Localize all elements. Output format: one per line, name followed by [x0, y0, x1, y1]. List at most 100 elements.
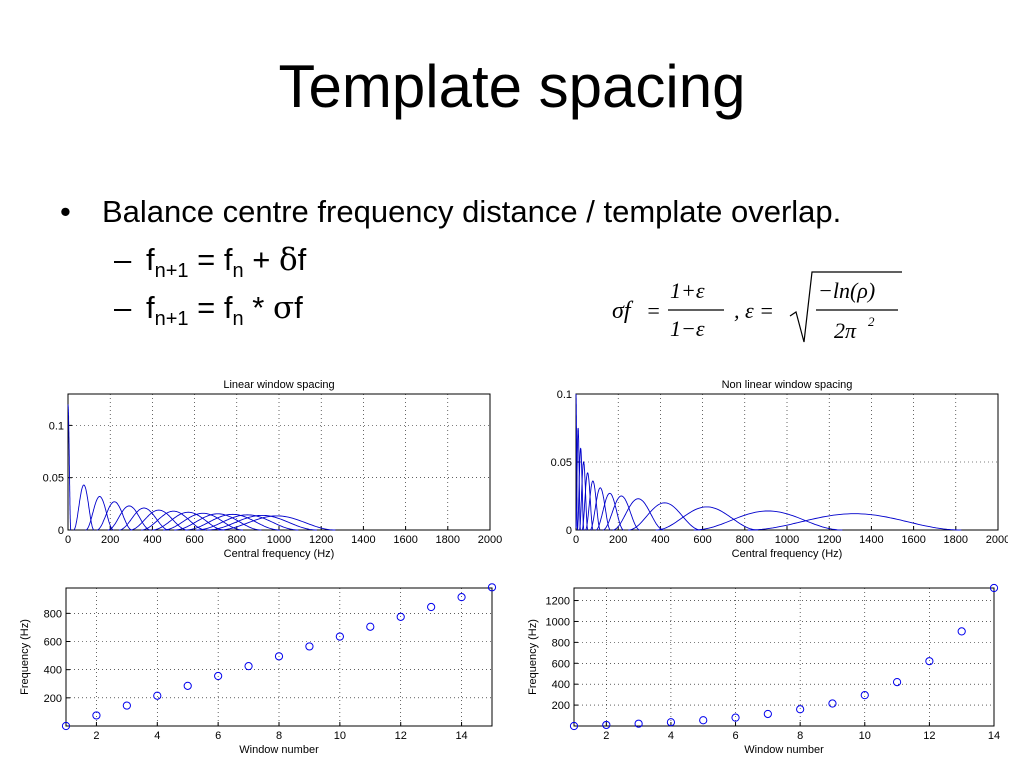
data-point — [602, 720, 611, 730]
x-tick-label: 600 — [185, 534, 203, 546]
data-point — [214, 671, 223, 681]
x-tick-label: 1200 — [817, 534, 841, 546]
sub-bullet-multiplicative: – fn+1 = fn * σf — [114, 288, 303, 339]
bullet-item: • Balance centre frequency distance / tem… — [60, 192, 841, 232]
data-point — [860, 691, 869, 700]
window-curve — [163, 512, 243, 531]
chart-title: Non linear window spacing — [722, 379, 853, 391]
formula-exp: 2 — [868, 314, 875, 329]
y-tick-label: 1200 — [546, 596, 570, 608]
x-tick-label: 8 — [797, 730, 803, 742]
y-tick-label: 0.05 — [551, 457, 572, 469]
window-curve — [576, 447, 585, 531]
y-tick-label: 400 — [44, 665, 62, 677]
data-point — [763, 709, 772, 719]
y-tick-label: 0 — [566, 525, 572, 537]
x-tick-label: 14 — [988, 730, 1000, 742]
formula-sep: , ε = — [734, 298, 774, 323]
y-axis-label: Frequency (Hz) — [527, 619, 539, 695]
formula-den1: 1−ε — [670, 316, 705, 341]
formula-den2: 2π — [834, 318, 857, 343]
linear-frequency-scatter: 2 4 6 8 10 12 14 200 400 600 800 Window number Frequ… — [19, 583, 497, 756]
x-axis-label: Window number — [744, 744, 824, 756]
x-axis-label: Central frequency (Hz) — [224, 548, 335, 560]
window-curve — [152, 511, 225, 531]
window-curve — [693, 510, 843, 531]
window-curve — [73, 484, 95, 531]
x-tick-label: 8 — [276, 730, 282, 742]
window-curve — [585, 480, 601, 531]
epsilon-formula: σf = 1+ε 1−ε , ε = −ln(ρ) 2π 2 — [612, 271, 902, 343]
x-tick-label: 600 — [693, 534, 711, 546]
x-tick-label: 6 — [732, 730, 738, 742]
formula-num2: −ln(ρ) — [818, 278, 875, 303]
data-point — [634, 719, 643, 728]
x-tick-label: 4 — [668, 730, 674, 742]
window-curve — [185, 513, 280, 531]
x-tick-label: 200 — [101, 534, 119, 546]
sub2-eq: = f — [188, 290, 233, 325]
sub2-subscript-a: n+1 — [154, 308, 189, 331]
data-point — [828, 699, 837, 708]
y-tick-label: 200 — [552, 700, 570, 712]
y-tick-label: 400 — [552, 679, 570, 691]
window-curve — [107, 505, 151, 531]
y-tick-label: 800 — [44, 608, 62, 620]
x-tick-label: 0 — [65, 534, 71, 546]
window-curve — [602, 495, 640, 531]
window-curve — [118, 507, 170, 531]
window-curve — [96, 501, 133, 531]
y-tick-label: 800 — [552, 637, 570, 649]
window-curve — [747, 513, 962, 531]
data-point — [796, 705, 805, 714]
data-point — [366, 622, 375, 631]
window-curve — [85, 496, 114, 531]
x-tick-label: 6 — [215, 730, 221, 742]
y-tick-label: 0.05 — [43, 473, 64, 485]
window-curve — [174, 513, 262, 531]
x-axis-label: Window number — [239, 744, 319, 756]
data-point — [305, 642, 314, 651]
x-tick-label: 200 — [609, 534, 627, 546]
data-point — [244, 662, 253, 671]
x-tick-label: 1800 — [944, 534, 968, 546]
x-tick-label: 1000 — [267, 534, 291, 546]
nonlinear-frequency-scatter: 2 4 6 8 10 12 14 200 400 600 800 1000 1200 Window num… — [527, 583, 1000, 756]
formula-eq-1: = — [646, 298, 661, 323]
x-tick-label: 2000 — [478, 534, 502, 546]
data-point — [457, 593, 466, 602]
data-point — [569, 721, 579, 731]
window-curve — [628, 502, 701, 531]
sub1-op: + — [243, 242, 279, 277]
sub1-f: f — [146, 242, 155, 277]
x-tick-label: 1200 — [309, 534, 333, 546]
y-tick-label: 0.1 — [557, 389, 572, 401]
data-point — [335, 632, 344, 641]
data-point — [153, 691, 162, 700]
y-tick-label: 0 — [58, 525, 64, 537]
bullet-dot-icon: • — [60, 194, 71, 229]
data-point — [183, 681, 192, 690]
sub1-subscript-b: n — [232, 260, 244, 283]
data-point — [487, 583, 497, 592]
linear-spacing-chart: 0 200 400 600 800 1000 1200 1400 1600 1800 2000 0 0.… — [43, 379, 503, 560]
x-tick-label: 12 — [395, 730, 407, 742]
window-curve — [589, 487, 611, 531]
x-tick-label: 10 — [859, 730, 871, 742]
window-curve — [140, 510, 207, 531]
bullet-text: Balance centre frequency distance / temp… — [102, 194, 842, 229]
sub1-subscript-a: n+1 — [154, 260, 189, 283]
data-point — [427, 602, 436, 612]
window-curve — [575, 427, 581, 530]
y-tick-label: 200 — [44, 693, 62, 705]
sqrt-sign — [789, 271, 902, 343]
x-tick-label: 400 — [143, 534, 161, 546]
y-tick-label: 600 — [44, 637, 62, 649]
delta-symbol: δ — [278, 242, 298, 278]
sub2-op: * — [243, 290, 273, 325]
data-point — [699, 716, 708, 725]
window-curve — [218, 515, 336, 531]
x-axis-label: Central frequency (Hz) — [732, 548, 843, 560]
nonlinear-spacing-chart: 0 200 400 600 800 1000 1200 1400 1600 1800 2000 0 0.… — [551, 379, 1008, 560]
formula-num1: 1+ε — [670, 278, 705, 303]
